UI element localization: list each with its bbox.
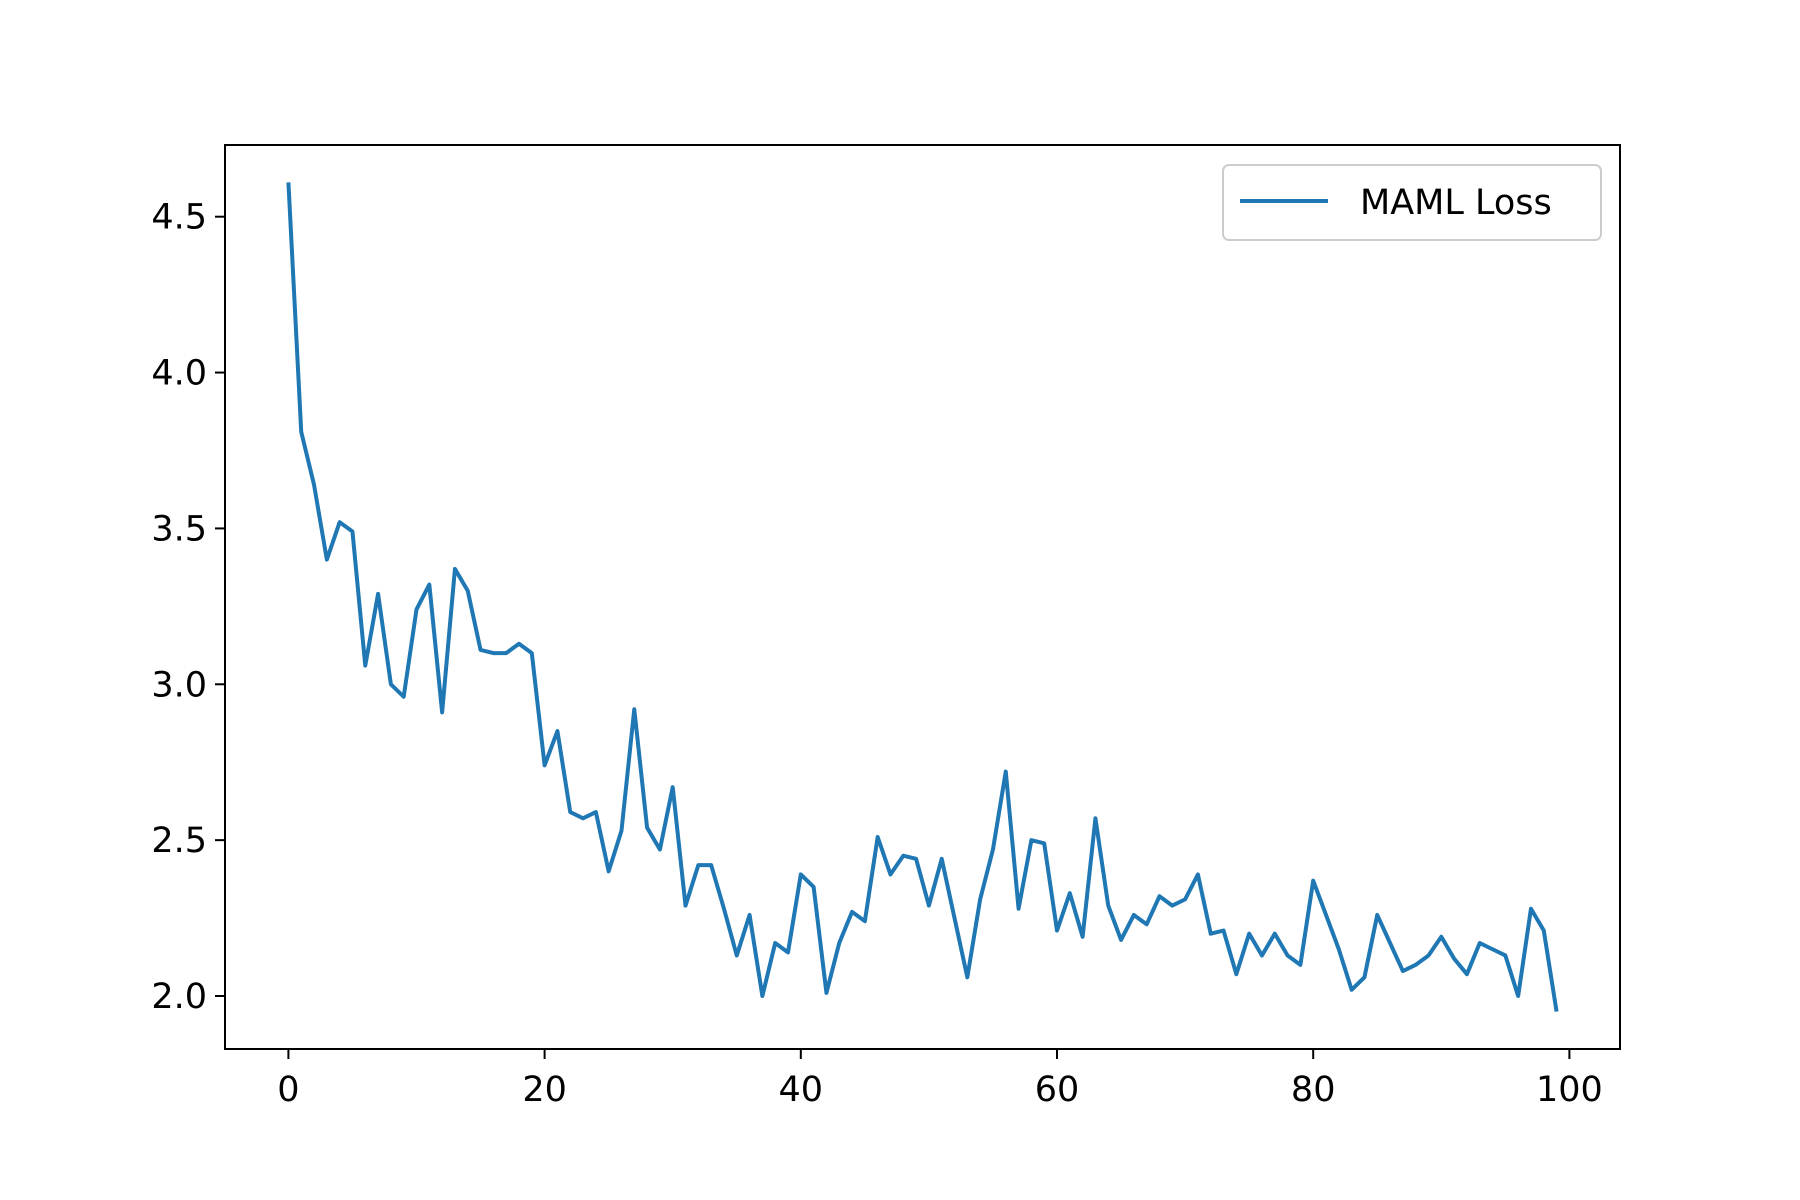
y-tick-label: 4.5 bbox=[151, 198, 207, 238]
x-tick-label: 60 bbox=[1035, 1070, 1080, 1110]
legend-box bbox=[1222, 164, 1602, 241]
x-tick-label: 100 bbox=[1536, 1070, 1603, 1110]
x-tick-label: 20 bbox=[522, 1070, 567, 1110]
x-tick-label: 80 bbox=[1291, 1070, 1336, 1110]
x-tick-label: 0 bbox=[277, 1070, 299, 1110]
y-tick-label: 2.0 bbox=[151, 977, 207, 1017]
y-tick-label: 3.5 bbox=[151, 509, 207, 549]
y-tick-label: 3.0 bbox=[151, 665, 207, 705]
legend-label-maml-loss: MAML Loss bbox=[1360, 183, 1552, 223]
x-axis-ticks: 0 20 40 60 80 100 bbox=[277, 1049, 1603, 1110]
legend: MAML Loss bbox=[1222, 164, 1602, 241]
y-tick-label: 2.5 bbox=[151, 821, 207, 861]
plot-area-frame bbox=[224, 144, 1621, 1050]
y-axis-ticks: 2.0 2.5 3.0 3.5 4.0 4.5 bbox=[151, 198, 225, 1017]
y-tick-label: 4.0 bbox=[151, 354, 207, 394]
series-line-maml-loss bbox=[286, 182, 1559, 1012]
x-tick-label: 40 bbox=[779, 1070, 824, 1110]
